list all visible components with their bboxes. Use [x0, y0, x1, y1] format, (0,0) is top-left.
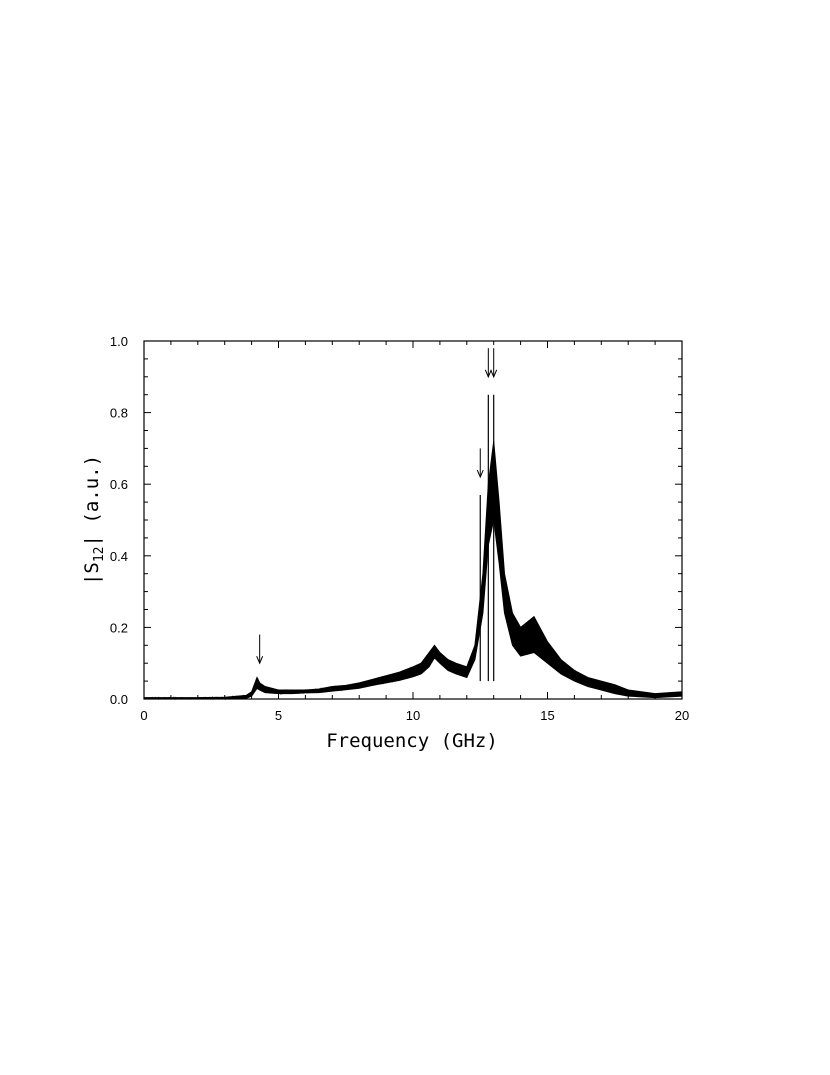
y-axis-label: |S12| (a.u.) [81, 455, 107, 585]
x-axis-label: Frequency (GHz) [326, 730, 498, 752]
mode-arrow-0 [256, 634, 264, 665]
plot-area [143, 348, 683, 701]
arrows [256, 348, 498, 665]
x-tick-label: 15 [540, 708, 554, 723]
y-tick-label: 1.0 [110, 334, 128, 349]
tick-labels: 0 5 10 15 20 0.0 0.2 0.4 0.6 0.8 1.0 [110, 334, 689, 723]
x-tick-label: 20 [675, 708, 689, 723]
y-axis-label-suffix: | (a.u.) [81, 455, 103, 547]
y-tick-label: 0.4 [110, 549, 128, 564]
x-tick-label: 5 [275, 708, 282, 723]
y-axis-label-subscript: 12 [92, 546, 107, 562]
spikes [479, 394, 495, 682]
x-tick-label: 10 [406, 708, 420, 723]
y-tick-label: 0.2 [110, 620, 128, 635]
spectrum-noise [143, 454, 683, 701]
mode-arrow-1 [476, 448, 484, 479]
mode-arrow-2 [484, 348, 492, 379]
y-tick-label: 0.6 [110, 477, 128, 492]
spectrum-band [143, 441, 683, 700]
x-tick-label: 0 [140, 708, 147, 723]
mode-arrow-3 [490, 348, 498, 379]
y-tick-label: 0.0 [110, 692, 128, 707]
y-tick-label: 0.8 [110, 406, 128, 421]
y-axis-label-prefix: |S [81, 562, 103, 585]
plot-frame [143, 340, 683, 700]
ticks [143, 340, 683, 700]
